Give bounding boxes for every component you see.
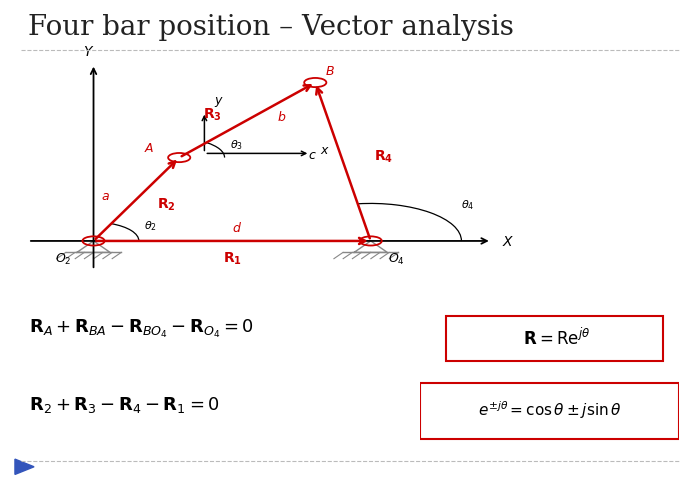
Text: Four bar position – Vector analysis: Four bar position – Vector analysis [28, 14, 514, 41]
Text: $\theta_3$: $\theta_3$ [230, 138, 243, 152]
Text: $\theta_4$: $\theta_4$ [461, 198, 475, 212]
Text: $\mathbf{R}_{2}+\mathbf{R}_{3}-\mathbf{R}_{4}-\mathbf{R}_{1}=0$: $\mathbf{R}_{2}+\mathbf{R}_{3}-\mathbf{R… [29, 394, 220, 414]
Text: $\theta_2$: $\theta_2$ [144, 219, 157, 233]
Text: $y$: $y$ [214, 95, 224, 109]
Text: $a$: $a$ [101, 190, 110, 203]
Text: $x$: $x$ [321, 144, 330, 157]
Text: $\mathbf{R_2}$: $\mathbf{R_2}$ [158, 196, 176, 212]
Text: $d$: $d$ [232, 220, 242, 234]
Text: $\mathbf{R}_{A}+\mathbf{R}_{BA}-\mathbf{R}_{BO_4}-\mathbf{R}_{O_4}=0$: $\mathbf{R}_{A}+\mathbf{R}_{BA}-\mathbf{… [29, 317, 254, 339]
Text: $\mathbf{R}=\mathrm{Re}^{j\theta}$: $\mathbf{R}=\mathrm{Re}^{j\theta}$ [523, 327, 590, 348]
Text: $B$: $B$ [326, 65, 335, 78]
Text: $A$: $A$ [144, 142, 154, 155]
Text: $b$: $b$ [277, 110, 287, 124]
Text: $\mathbf{R_3}$: $\mathbf{R_3}$ [202, 107, 221, 123]
Text: $e^{\pm j\theta}=\cos\theta\pm j\sin\theta$: $e^{\pm j\theta}=\cos\theta\pm j\sin\the… [477, 398, 622, 420]
Text: $\mathbf{R_4}$: $\mathbf{R_4}$ [374, 148, 393, 164]
Text: $O_4$: $O_4$ [388, 251, 405, 266]
Text: $O_2$: $O_2$ [55, 251, 71, 266]
Polygon shape [15, 459, 34, 474]
Text: $c$: $c$ [308, 148, 316, 161]
FancyBboxPatch shape [446, 316, 663, 361]
FancyBboxPatch shape [420, 383, 679, 439]
Text: $X$: $X$ [502, 234, 514, 249]
Text: $Y$: $Y$ [83, 45, 94, 59]
Text: $\mathbf{R_1}$: $\mathbf{R_1}$ [223, 250, 241, 266]
